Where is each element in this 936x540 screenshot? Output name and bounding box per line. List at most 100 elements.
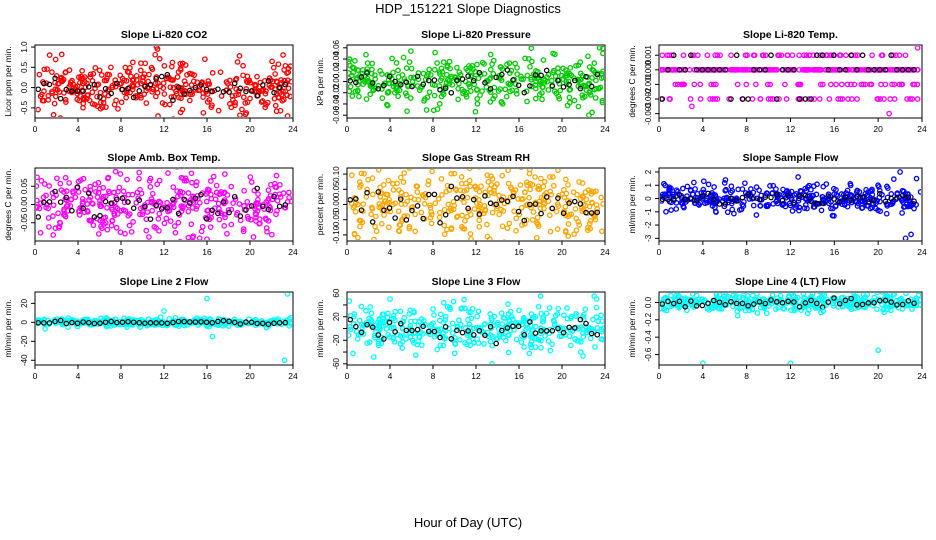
data-point-black bbox=[437, 334, 443, 341]
data-point bbox=[97, 99, 104, 106]
data-point-black bbox=[532, 72, 539, 78]
data-point-black bbox=[220, 199, 227, 205]
data-point bbox=[573, 146, 577, 150]
data-point bbox=[163, 215, 170, 222]
data-point bbox=[490, 70, 497, 77]
y-tick-label: -0.2 bbox=[644, 312, 653, 326]
data-point-black bbox=[571, 325, 578, 331]
data-point bbox=[711, 184, 717, 190]
data-point bbox=[477, 169, 482, 170]
data-point bbox=[63, 188, 70, 194]
y-tick-label: -0.10 bbox=[332, 225, 341, 244]
data-point-black bbox=[431, 191, 438, 198]
data-point-black bbox=[693, 303, 700, 309]
data-point bbox=[206, 97, 213, 103]
data-point bbox=[501, 315, 508, 321]
y-tick-label: -20 bbox=[20, 335, 29, 347]
data-point-black bbox=[36, 86, 42, 93]
data-point bbox=[94, 103, 101, 110]
data-point bbox=[237, 112, 243, 117]
data-point bbox=[475, 308, 482, 315]
data-point bbox=[142, 60, 149, 67]
x-tick-label: 20 bbox=[557, 247, 567, 257]
data-point bbox=[762, 192, 769, 198]
data-point-black bbox=[437, 220, 443, 226]
data-point bbox=[451, 350, 458, 357]
data-point bbox=[490, 57, 497, 64]
data-point bbox=[534, 214, 541, 221]
data-point bbox=[505, 349, 512, 356]
data-point bbox=[443, 71, 450, 78]
data-point bbox=[876, 187, 883, 194]
data-point bbox=[599, 99, 604, 106]
data-point bbox=[525, 55, 532, 62]
x-tick-label: 24 bbox=[600, 124, 610, 134]
data-point bbox=[691, 81, 698, 88]
data-point bbox=[736, 305, 743, 312]
data-point bbox=[835, 96, 842, 102]
data-point-black bbox=[265, 321, 272, 327]
data-point-black bbox=[583, 209, 589, 216]
data-point bbox=[869, 186, 875, 193]
data-point bbox=[370, 354, 377, 360]
data-point-black bbox=[768, 52, 774, 59]
data-point bbox=[109, 217, 116, 224]
data-point-black bbox=[859, 301, 866, 308]
data-point bbox=[177, 188, 184, 195]
data-point-black bbox=[108, 200, 115, 206]
data-point bbox=[424, 94, 431, 101]
data-point-black bbox=[348, 197, 354, 203]
data-point-black bbox=[825, 67, 832, 73]
data-point bbox=[555, 65, 561, 71]
data-point bbox=[518, 339, 525, 346]
data-point bbox=[477, 325, 484, 331]
data-point bbox=[505, 80, 512, 87]
data-point bbox=[385, 224, 392, 231]
x-tick-label: 8 bbox=[119, 247, 124, 257]
outlier-point bbox=[908, 231, 914, 238]
data-point bbox=[148, 196, 155, 202]
data-point bbox=[62, 96, 69, 103]
data-point bbox=[566, 94, 573, 101]
data-point bbox=[441, 231, 448, 238]
x-tick-label: 16 bbox=[514, 124, 524, 134]
data-point bbox=[753, 184, 760, 190]
data-point bbox=[484, 233, 491, 240]
data-point bbox=[166, 101, 173, 108]
data-point bbox=[763, 310, 770, 317]
data-point bbox=[124, 176, 130, 183]
data-point bbox=[156, 177, 163, 184]
data-point bbox=[169, 201, 176, 208]
data-point bbox=[833, 81, 839, 88]
data-point-black bbox=[108, 90, 115, 97]
data-point bbox=[506, 60, 513, 66]
data-point bbox=[436, 101, 443, 107]
data-point bbox=[261, 77, 268, 84]
data-point-black bbox=[665, 67, 671, 73]
data-point bbox=[190, 233, 197, 239]
data-point-black bbox=[164, 71, 171, 78]
data-point bbox=[545, 87, 552, 93]
data-point-black bbox=[420, 215, 427, 222]
data-point-black bbox=[125, 85, 131, 92]
outlier-point bbox=[489, 360, 495, 364]
data-point bbox=[48, 141, 52, 145]
outlier-point bbox=[886, 110, 892, 117]
data-point-black bbox=[498, 71, 505, 78]
data-point bbox=[84, 252, 88, 256]
y-axis-title: Licor ppm per min. bbox=[3, 46, 13, 116]
data-point bbox=[532, 174, 538, 180]
data-point bbox=[444, 64, 451, 70]
data-point bbox=[546, 212, 553, 219]
data-point bbox=[870, 302, 876, 309]
data-point-black bbox=[722, 301, 729, 308]
data-point bbox=[535, 303, 542, 310]
data-point bbox=[425, 181, 431, 188]
y-axis-title: ml/min per min. bbox=[3, 299, 13, 357]
data-point-black bbox=[158, 206, 165, 212]
data-point bbox=[42, 326, 48, 332]
x-tick-label: 8 bbox=[119, 371, 124, 381]
data-point-black bbox=[220, 88, 227, 95]
data-point bbox=[254, 208, 261, 214]
data-point bbox=[422, 194, 429, 201]
